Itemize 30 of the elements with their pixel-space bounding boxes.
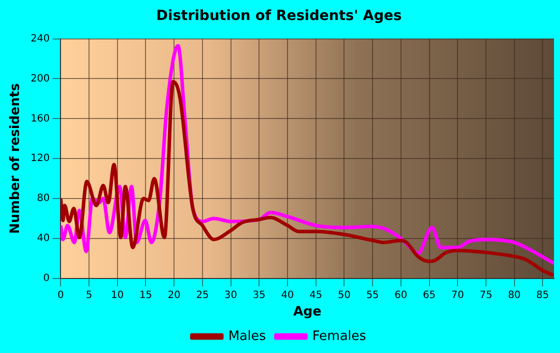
y-tick-label: 240: [30, 33, 50, 44]
y-tick-label: 200: [30, 73, 50, 84]
x-tick-label: 50: [338, 290, 351, 301]
x-tick-label: 65: [422, 290, 436, 301]
x-tick-label: 35: [252, 290, 266, 301]
chart-title: Distribution of Residents' Ages: [156, 8, 402, 24]
y-tick-label: 0: [43, 272, 50, 284]
legend-label: Males: [228, 328, 266, 344]
x-tick-label: 70: [451, 290, 464, 301]
y-tick-label: 80: [36, 193, 50, 204]
x-tick-label: 0: [58, 290, 64, 301]
x-tick-label: 80: [508, 290, 521, 301]
x-tick-label: 25: [196, 290, 209, 301]
x-tick-label: 45: [309, 290, 322, 301]
x-tick-label: 30: [224, 290, 238, 301]
x-tick-label: 15: [139, 290, 152, 301]
x-tick-label: 5: [86, 290, 92, 301]
y-tick-label: 160: [30, 113, 50, 124]
x-tick-label: 40: [281, 290, 294, 301]
legend-label: Females: [312, 328, 366, 344]
x-axis-title: Age: [293, 304, 322, 320]
x-tick-label: 10: [111, 290, 124, 301]
x-tick-label: 20: [168, 290, 180, 301]
y-tick-label: 120: [30, 153, 50, 164]
x-tick-label: 60: [394, 290, 408, 301]
x-tick-label: 75: [480, 290, 492, 301]
x-tick-label: 55: [366, 290, 379, 301]
y-axis-title: Number of residents: [8, 83, 24, 234]
x-tick-label: 85: [536, 290, 550, 301]
y-tick-label: 40: [36, 233, 50, 244]
